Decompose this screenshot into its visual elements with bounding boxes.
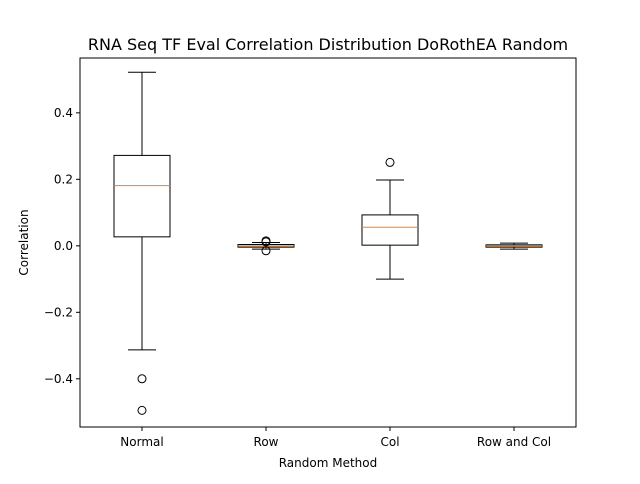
chart-title: RNA Seq TF Eval Correlation Distribution… — [88, 35, 568, 54]
outlier-point — [385, 157, 395, 167]
outlier-point — [137, 374, 147, 384]
x-axis-label: Random Method — [279, 456, 378, 470]
box-iqr — [361, 214, 419, 246]
x-tick-label: Normal — [120, 435, 163, 449]
outlier-point — [261, 237, 271, 247]
y-tick-label: −0.2 — [44, 305, 73, 319]
x-tick-label: Col — [380, 435, 399, 449]
y-tick-label: −0.4 — [44, 372, 73, 386]
x-tick-label: Row and Col — [477, 435, 551, 449]
y-tick-label: 0.4 — [54, 106, 73, 120]
outlier-point — [137, 405, 147, 415]
outlier-point — [261, 246, 271, 256]
plot-frame — [79, 57, 577, 428]
y-axis-label: Correlation — [17, 209, 31, 275]
y-tick-label: 0.2 — [54, 172, 73, 186]
box-iqr — [113, 154, 171, 238]
x-tick-label: Row — [254, 435, 279, 449]
y-tick-label: 0.0 — [54, 239, 73, 253]
